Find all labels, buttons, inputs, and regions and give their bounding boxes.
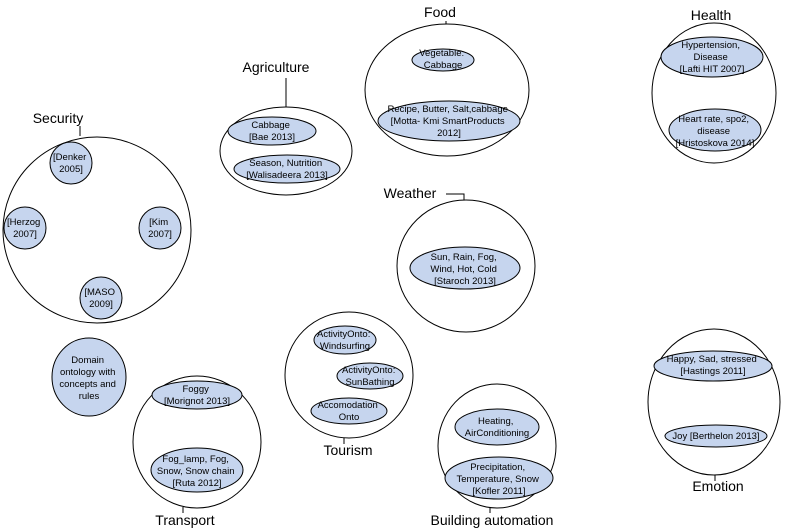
weather-node-conditions <box>409 246 521 290</box>
food-domain: Food Vegetable: Cabbage Recipe, Butter, … <box>364 4 530 157</box>
agriculture-title: Agriculture <box>243 59 310 75</box>
security-node-kim-text: [Kim 2007] <box>148 217 172 240</box>
building-node-precipitation <box>444 456 554 500</box>
food-node-vegetable <box>411 48 475 72</box>
agriculture-domain: Agriculture Cabbage [Bae 2013] Season, N… <box>219 59 353 196</box>
health-domain: Health Hypertension, Disease [Lafti HIT … <box>651 7 777 164</box>
transport-node-foggy-text: Foggy [Morignot 2013] <box>164 384 230 407</box>
security-title: Security <box>33 110 84 126</box>
tourism-domain: ActivityOnto: Windsurfing ActivityOnto: … <box>284 311 414 458</box>
tourism-title: Tourism <box>323 442 372 458</box>
transport-node-foglamp <box>150 447 244 493</box>
legend: Domain ontology with concepts and rules <box>51 337 127 417</box>
transport-title: Transport <box>155 512 215 528</box>
security-node-herzog-text: [Herzog 2007] <box>7 217 43 240</box>
food-node-recipe <box>377 100 521 142</box>
tourism-node-windsurfing <box>313 325 377 355</box>
transport-node-foggy <box>151 380 243 410</box>
building-node-heating-text: Heating, AirConditioning <box>465 416 529 439</box>
building-title: Building automation <box>431 512 554 528</box>
security-node-denker-text: [Denker 2005] <box>53 152 89 175</box>
agriculture-node-cabbage-text: Cabbage [Bae 2013] <box>249 120 295 143</box>
transport-node-foglamp-text: Fog_lamp, Fog, Snow, Snow chain [Ruta 20… <box>157 454 237 489</box>
legend-node <box>51 337 127 417</box>
emotion-node-joy-text: Joy [Berthelon 2013] <box>672 431 759 442</box>
transport-domain: Foggy [Morignot 2013] Fog_lamp, Fog, Sno… <box>132 375 262 528</box>
weather-domain: Weather Sun, Rain, Fog, Wind, Hot, Cold … <box>384 185 536 333</box>
security-domain: Security [Denker 2005] [Herzog 2007] [Ki… <box>2 110 192 324</box>
health-title: Health <box>691 7 731 23</box>
emotion-node-happy <box>653 350 773 382</box>
agriculture-node-season-text: Season, Nutrition [Walisadeera 2013] <box>246 158 328 181</box>
security-circle <box>2 136 192 324</box>
security-node-denker <box>49 141 93 185</box>
building-node-heating <box>454 408 540 446</box>
tourism-node-sunbathing <box>336 362 404 390</box>
emotion-domain: Happy, Sad, stressed [Hastings 2011] Joy… <box>647 328 781 494</box>
legend-text: Domain ontology with concepts and rules <box>59 355 118 402</box>
health-node-heartrate-text: Heart rate, spo2, disease [Hristoskova 2… <box>676 114 755 149</box>
agriculture-node-season <box>233 154 341 184</box>
building-node-precipitation-text: Precipitation, Temperature, Snow [Kofler… <box>456 462 541 497</box>
emotion-node-happy-text: Happy, Sad, stressed [Hastings 2011] <box>667 354 760 377</box>
building-domain: Heating, AirConditioning Precipitation, … <box>431 383 557 528</box>
emotion-node-joy <box>664 424 768 448</box>
agriculture-node-cabbage <box>227 116 317 146</box>
security-node-maso-text: [MASO 2009] <box>84 287 117 310</box>
health-node-hypertension <box>660 36 764 78</box>
tourism-node-windsurfing-text: ActivityOnto: Windsurfing <box>317 329 373 352</box>
tourism-node-accomodation <box>310 397 388 425</box>
food-node-vegetable-text: Vegetable: Cabbage <box>419 48 467 71</box>
tourism-node-accomodation-text: Accomodation Onto <box>318 400 381 423</box>
security-node-herzog <box>3 206 47 250</box>
food-title: Food <box>424 4 456 20</box>
weather-title: Weather <box>384 185 437 201</box>
security-node-kim <box>138 206 182 250</box>
health-node-hypertension-text: Hypertension, Disease [Lafti HIT 2007] <box>680 40 745 75</box>
food-node-recipe-text: Recipe, Butter, Salt,cabbage [Motta- Kmi… <box>387 104 510 139</box>
tourism-node-sunbathing-text: ActivityOnto: SunBathing <box>342 365 398 388</box>
health-node-heartrate <box>668 108 762 152</box>
security-node-maso <box>79 276 123 320</box>
emotion-title: Emotion <box>692 478 743 494</box>
weather-node-conditions-text: Sun, Rain, Fog, Wind, Hot, Cold [Staroch… <box>430 252 499 287</box>
